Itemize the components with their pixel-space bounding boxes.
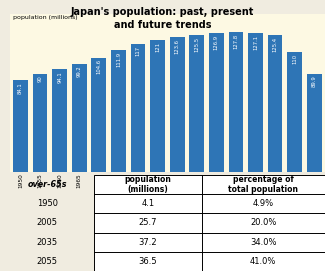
- Text: 104.6: 104.6: [96, 59, 101, 75]
- Bar: [52, 69, 67, 172]
- Text: 110: 110: [292, 53, 297, 64]
- Text: 111.9: 111.9: [116, 51, 121, 66]
- Text: 127.1: 127.1: [253, 35, 258, 50]
- Text: 34.0%: 34.0%: [250, 238, 277, 247]
- Text: 90: 90: [38, 75, 43, 82]
- Bar: [94, 175, 325, 271]
- Bar: [33, 74, 47, 172]
- Text: percentage of
total population: percentage of total population: [228, 175, 298, 194]
- Text: 20.0%: 20.0%: [250, 218, 277, 227]
- Bar: [189, 35, 204, 172]
- Text: 37.2: 37.2: [138, 238, 157, 247]
- Bar: [170, 37, 185, 172]
- Text: 126.9: 126.9: [214, 35, 219, 50]
- Bar: [268, 35, 282, 172]
- Bar: [72, 64, 86, 172]
- Bar: [287, 52, 302, 172]
- Text: 1950: 1950: [37, 199, 58, 208]
- Text: 36.5: 36.5: [138, 257, 157, 266]
- Text: population
(millions): population (millions): [124, 175, 171, 194]
- Text: 121: 121: [155, 41, 160, 51]
- Text: population (millions): population (millions): [13, 15, 78, 20]
- Text: 2055: 2055: [37, 257, 58, 266]
- Bar: [111, 50, 126, 172]
- Text: 94.1: 94.1: [57, 71, 62, 83]
- Text: 41.0%: 41.0%: [250, 257, 277, 266]
- Text: 125.5: 125.5: [194, 37, 199, 52]
- Text: over-65s: over-65s: [27, 180, 67, 189]
- Text: 99.2: 99.2: [77, 65, 82, 77]
- Bar: [228, 32, 243, 172]
- Bar: [13, 80, 28, 172]
- Bar: [92, 58, 106, 172]
- Bar: [131, 44, 145, 172]
- Text: 89.9: 89.9: [312, 75, 317, 87]
- Text: 84.1: 84.1: [18, 82, 23, 93]
- Text: 2035: 2035: [36, 238, 58, 247]
- Bar: [307, 74, 321, 172]
- Bar: [150, 40, 165, 172]
- Text: 4.1: 4.1: [141, 199, 154, 208]
- Text: 2005: 2005: [37, 218, 58, 227]
- Text: 117: 117: [136, 46, 140, 56]
- Text: 25.7: 25.7: [139, 218, 157, 227]
- Bar: [209, 33, 224, 172]
- Text: 127.8: 127.8: [233, 34, 239, 49]
- Text: 125.4: 125.4: [273, 37, 278, 52]
- Text: 4.9%: 4.9%: [253, 199, 274, 208]
- Bar: [248, 33, 263, 172]
- Text: Japan's population: past, present
and future trends: Japan's population: past, present and fu…: [71, 7, 254, 30]
- Text: 123.6: 123.6: [175, 38, 180, 54]
